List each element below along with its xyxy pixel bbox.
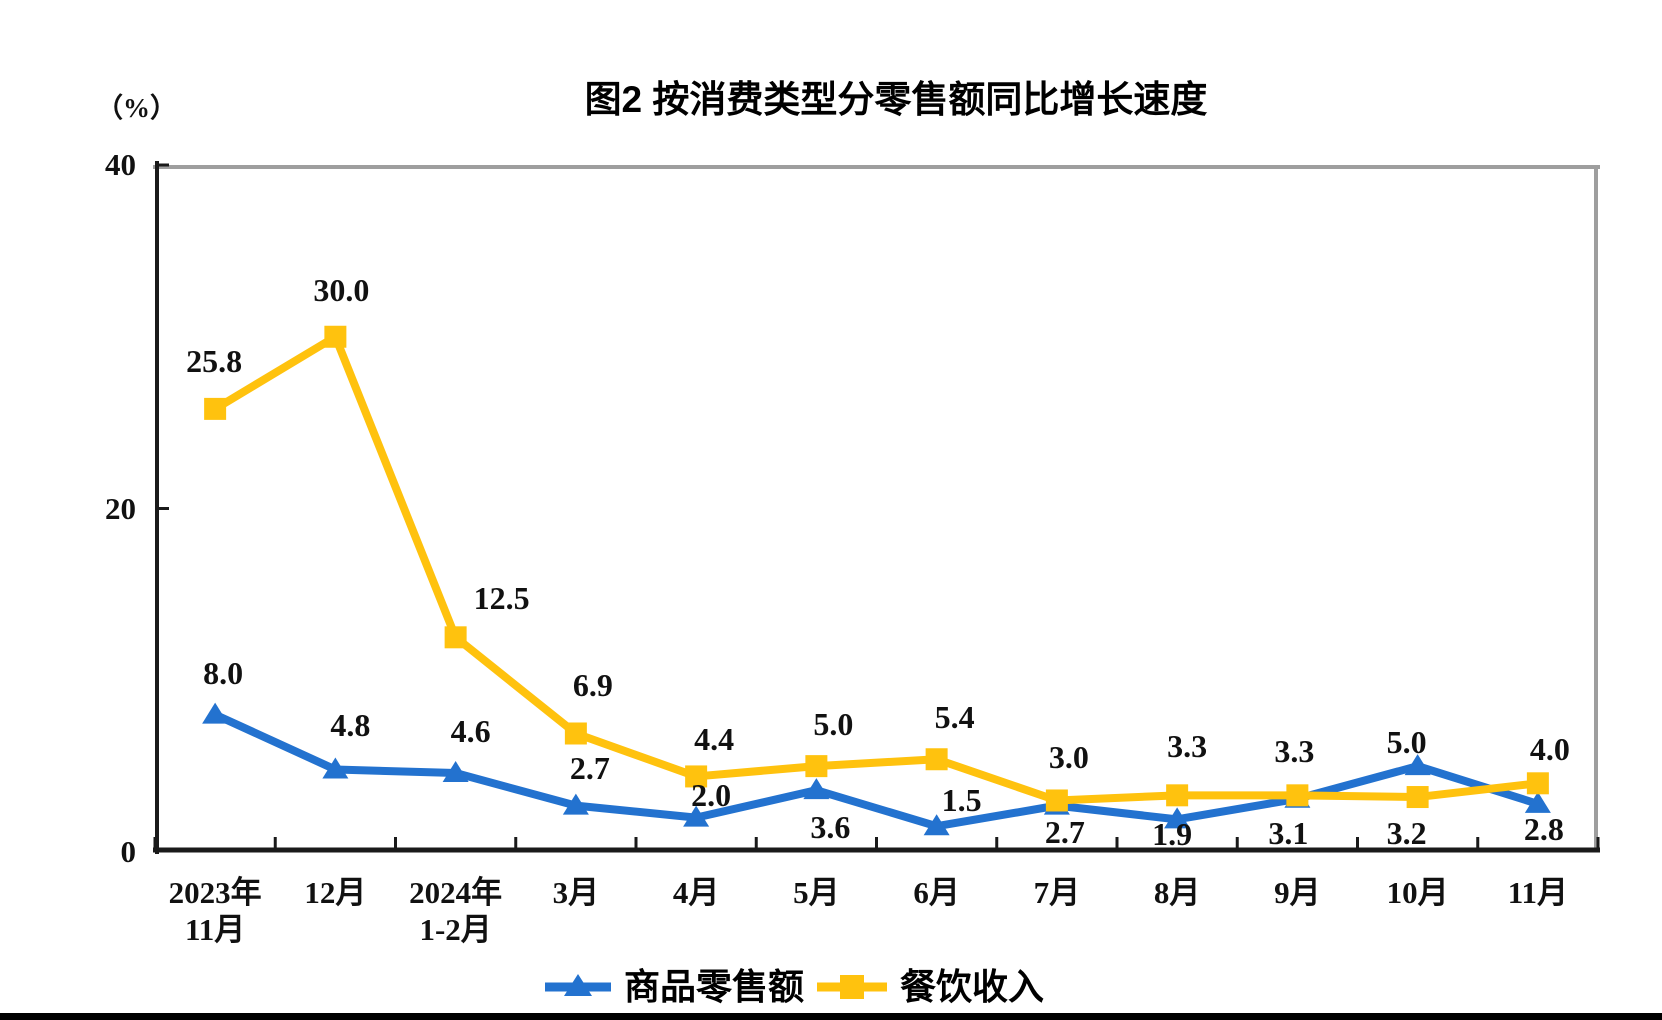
- marker-triangle: [442, 760, 469, 782]
- data-label-goods: 4.8: [330, 706, 371, 743]
- chart-legend: 商品零售额 餐饮收入: [545, 960, 1044, 1014]
- bottom-edge-bar: [0, 1013, 1662, 1020]
- y-tick-label: 20: [105, 490, 136, 526]
- marker-triangle: [1164, 807, 1191, 829]
- data-label-catering: 4.4: [694, 721, 735, 758]
- x-category-label: 4月: [672, 875, 720, 910]
- data-label-catering: 3.0: [1048, 739, 1089, 776]
- legend-catering-line-square-icon: [817, 975, 888, 999]
- data-label-goods: 4.6: [450, 712, 491, 749]
- data-label-goods: 2.7: [569, 749, 610, 786]
- legend-goods-line-triangle-icon: [545, 974, 611, 996]
- data-label-goods: 5.0: [1386, 724, 1427, 761]
- marker-triangle: [923, 814, 950, 836]
- marker-square: [444, 626, 467, 649]
- marker-triangle: [1404, 754, 1431, 776]
- x-category-label: 5月: [793, 875, 840, 910]
- data-label-goods: 8.0: [203, 654, 244, 691]
- marker-square: [1406, 786, 1429, 809]
- data-label-catering: 5.0: [813, 706, 854, 743]
- x-category-label: 11月: [1507, 875, 1569, 910]
- chart-title: 图2 按消费类型分零售额同比增长速度: [584, 79, 1208, 120]
- data-label-catering: 4.0: [1529, 731, 1570, 768]
- marker-triangle: [322, 757, 349, 779]
- data-label-goods: 2.7: [1044, 813, 1085, 850]
- y-tick-label: 40: [105, 147, 136, 182]
- x-category-label: 9月: [1274, 875, 1321, 910]
- data-label-catering: 3.3: [1274, 733, 1315, 770]
- marker-square: [1166, 784, 1189, 807]
- marker-square: [925, 748, 948, 771]
- x-category-label: 3月: [552, 875, 600, 910]
- data-label-goods: 3.6: [810, 809, 851, 846]
- marker-square: [204, 397, 227, 420]
- series-line-catering: [211, 332, 1542, 805]
- marker-square: [324, 325, 347, 348]
- data-label-catering: 12.5: [473, 580, 530, 617]
- marker-square: [1286, 784, 1309, 807]
- data-label-goods: 1.9: [1152, 816, 1193, 853]
- marker-triangle: [562, 793, 589, 815]
- x-category-label: 8月: [1153, 875, 1201, 910]
- data-label-catering: 3.2: [1386, 815, 1427, 852]
- y-tick-label: 0: [120, 834, 137, 869]
- marker-triangle: [683, 805, 710, 827]
- marker-square: [1526, 772, 1549, 795]
- data-label-goods: 1.5: [941, 782, 982, 819]
- x-category-label: 7月: [1033, 875, 1081, 910]
- x-category-label: 10月: [1386, 875, 1449, 910]
- marker-triangle: [202, 702, 229, 724]
- marker-triangle: [803, 778, 830, 800]
- data-label-goods: 2.0: [691, 776, 732, 813]
- data-label-catering: 5.4: [934, 699, 975, 736]
- data-label-goods: 3.1: [1268, 814, 1309, 851]
- y-axis-unit-label: （%）: [96, 93, 177, 123]
- marker-square: [805, 755, 828, 778]
- data-label-catering: 25.8: [186, 342, 243, 379]
- data-label-catering: 30.0: [313, 271, 370, 308]
- data-label-goods: 2.8: [1523, 810, 1564, 847]
- legend-label-goods: 商品零售额: [624, 966, 805, 1007]
- x-category-label: 2023年 11月: [168, 875, 262, 947]
- data-label-catering: 6.9: [572, 667, 613, 704]
- x-category-label: 6月: [913, 875, 960, 910]
- data-label-catering: 3.3: [1167, 728, 1208, 765]
- marker-square: [564, 722, 587, 745]
- x-category-label: 12月: [304, 875, 367, 910]
- legend-label-catering: 餐饮收入: [900, 966, 1045, 1007]
- marker-square: [685, 765, 708, 788]
- marker-triangle: [1524, 791, 1551, 813]
- marker-square: [1045, 789, 1068, 812]
- x-category-label: 2024年 1-2月: [409, 875, 503, 947]
